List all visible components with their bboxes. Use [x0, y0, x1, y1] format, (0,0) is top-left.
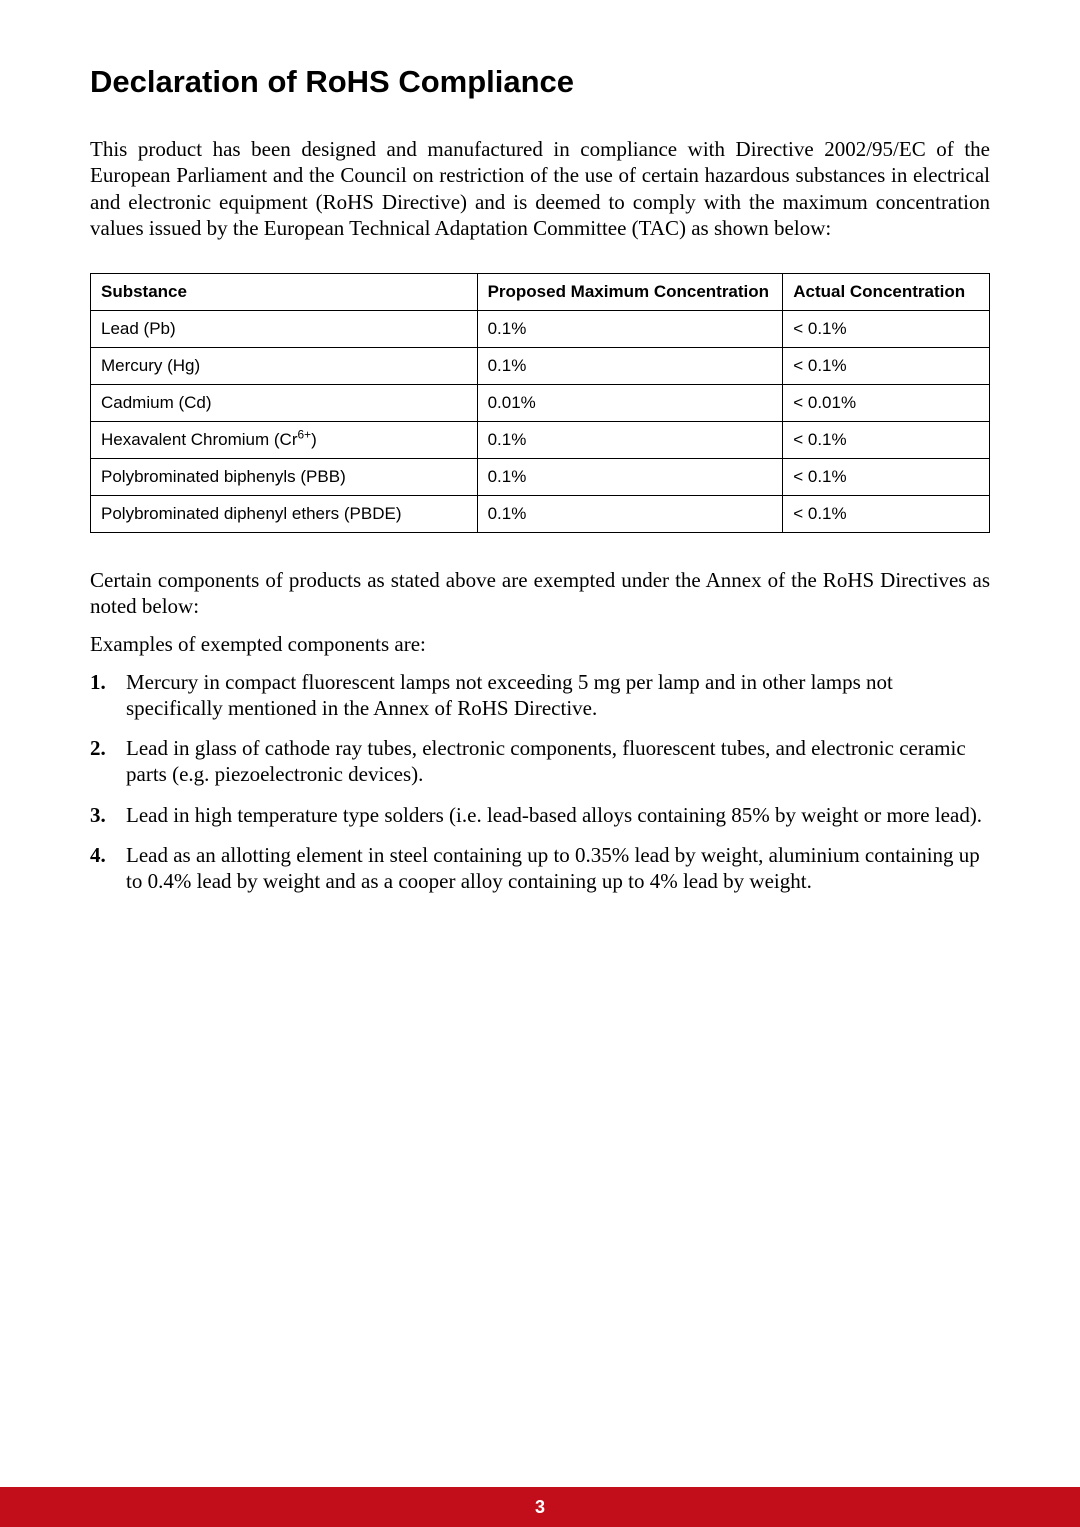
table-row: Mercury (Hg) 0.1% < 0.1% — [91, 348, 990, 385]
cell-substance: Hexavalent Chromium (Cr6+) — [91, 422, 478, 459]
list-item: 2. Lead in glass of cathode ray tubes, e… — [90, 735, 990, 788]
cell-proposed: 0.1% — [477, 422, 783, 459]
item-number: 3. — [90, 802, 106, 828]
table-header-row: Substance Proposed Maximum Concentration… — [91, 274, 990, 311]
table-row: Polybrominated diphenyl ethers (PBDE) 0.… — [91, 496, 990, 533]
cell-actual: < 0.1% — [783, 311, 990, 348]
cell-actual: < 0.1% — [783, 496, 990, 533]
page-content: Declaration of RoHS Compliance This prod… — [0, 0, 1080, 894]
page-footer: 3 — [0, 1487, 1080, 1527]
table-row: Hexavalent Chromium (Cr6+) 0.1% < 0.1% — [91, 422, 990, 459]
cell-proposed: 0.1% — [477, 496, 783, 533]
examples-label: Examples of exempted components are: — [90, 632, 990, 657]
list-item: 1. Mercury in compact fluorescent lamps … — [90, 669, 990, 722]
table-row: Polybrominated biphenyls (PBB) 0.1% < 0.… — [91, 459, 990, 496]
item-text: Mercury in compact fluorescent lamps not… — [126, 670, 893, 720]
cell-actual: < 0.1% — [783, 459, 990, 496]
table-row: Cadmium (Cd) 0.01% < 0.01% — [91, 385, 990, 422]
table-row: Lead (Pb) 0.1% < 0.1% — [91, 311, 990, 348]
exempt-intro-paragraph: Certain components of products as stated… — [90, 567, 990, 620]
cell-substance: Polybrominated diphenyl ethers (PBDE) — [91, 496, 478, 533]
cell-proposed: 0.1% — [477, 348, 783, 385]
page-number: 3 — [535, 1497, 545, 1517]
exemptions-list: 1. Mercury in compact fluorescent lamps … — [90, 669, 990, 895]
cell-actual: < 0.1% — [783, 348, 990, 385]
cell-substance: Polybrominated biphenyls (PBB) — [91, 459, 478, 496]
cell-actual: < 0.01% — [783, 385, 990, 422]
cell-substance: Mercury (Hg) — [91, 348, 478, 385]
cell-actual: < 0.1% — [783, 422, 990, 459]
intro-paragraph: This product has been designed and manuf… — [90, 136, 990, 241]
item-text: Lead as an allotting element in steel co… — [126, 843, 980, 893]
item-text: Lead in high temperature type solders (i… — [126, 803, 982, 827]
substance-table: Substance Proposed Maximum Concentration… — [90, 273, 990, 533]
item-number: 2. — [90, 735, 106, 761]
cell-proposed: 0.01% — [477, 385, 783, 422]
header-substance: Substance — [91, 274, 478, 311]
item-number: 4. — [90, 842, 106, 868]
cell-proposed: 0.1% — [477, 311, 783, 348]
cell-proposed: 0.1% — [477, 459, 783, 496]
page-title: Declaration of RoHS Compliance — [90, 64, 990, 100]
header-proposed: Proposed Maximum Concentration — [477, 274, 783, 311]
item-text: Lead in glass of cathode ray tubes, elec… — [126, 736, 966, 786]
cell-substance: Lead (Pb) — [91, 311, 478, 348]
header-actual: Actual Concentration — [783, 274, 990, 311]
item-number: 1. — [90, 669, 106, 695]
list-item: 4. Lead as an allotting element in steel… — [90, 842, 990, 895]
list-item: 3. Lead in high temperature type solders… — [90, 802, 990, 828]
cell-substance: Cadmium (Cd) — [91, 385, 478, 422]
